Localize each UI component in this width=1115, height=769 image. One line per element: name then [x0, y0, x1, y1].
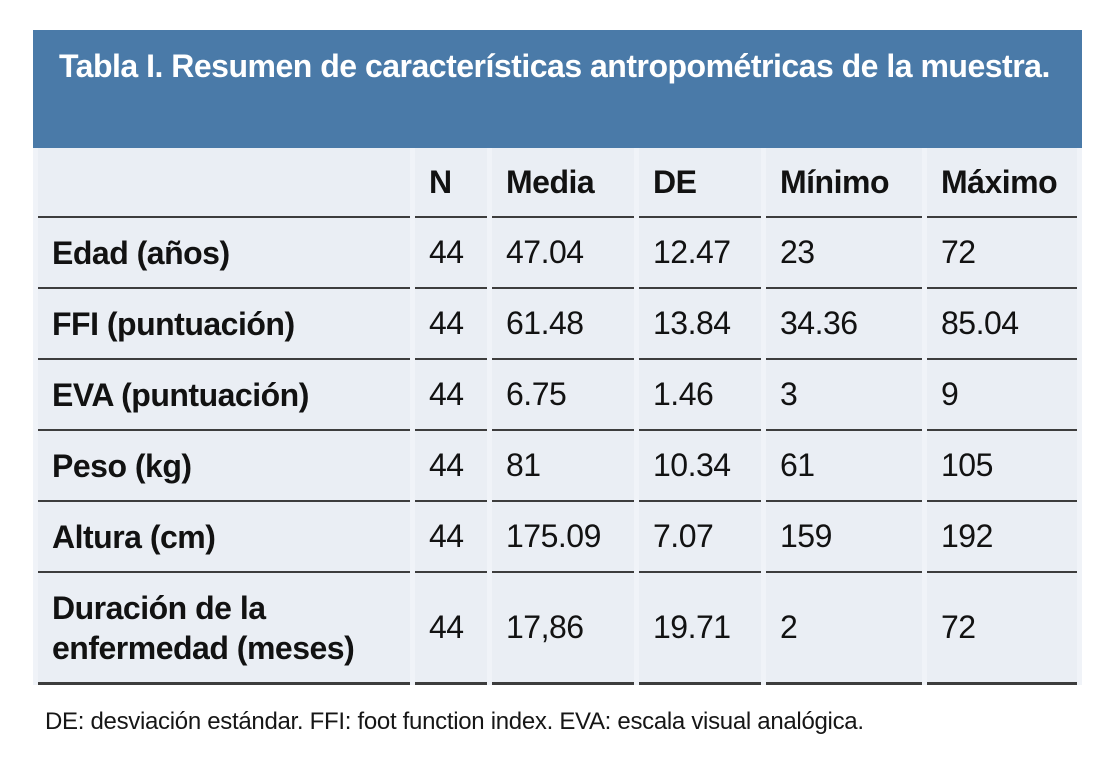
cell-value: 23 [766, 218, 922, 289]
column-header-maximo: Máximo [927, 148, 1077, 218]
table-row-duracion: Duración de la enfermedad (meses) 44 17,… [38, 573, 1077, 685]
cell-value: 44 [415, 573, 487, 685]
cell-value: 44 [415, 360, 487, 431]
cell-value: 72 [927, 218, 1077, 289]
table-row-edad: Edad (años) 44 47.04 12.47 23 72 [38, 218, 1077, 289]
table-row-peso: Peso (kg) 44 81 10.34 61 105 [38, 431, 1077, 502]
cell-value: 34.36 [766, 289, 922, 360]
cell-value: 47.04 [492, 218, 634, 289]
column-header-n: N [415, 148, 487, 218]
table-row-altura: Altura (cm) 44 175.09 7.07 159 192 [38, 502, 1077, 573]
table-row-eva: EVA (puntuación) 44 6.75 1.46 3 9 [38, 360, 1077, 431]
table-footnote: DE: desviación estándar. FFI: foot funct… [45, 708, 864, 735]
cell-value: 72 [927, 573, 1077, 685]
cell-value: 7.07 [639, 502, 761, 573]
anthropometrics-table: N Media DE Mínimo Máximo Edad (años) 44 … [33, 148, 1082, 685]
table-title: Tabla I. Resumen de características antr… [33, 30, 1082, 148]
cell-value: 10.34 [639, 431, 761, 502]
cell-value: 17,86 [492, 573, 634, 685]
cell-value: 13.84 [639, 289, 761, 360]
cell-value: 105 [927, 431, 1077, 502]
cell-value: 175.09 [492, 502, 634, 573]
cell-value: 9 [927, 360, 1077, 431]
cell-value: 81 [492, 431, 634, 502]
column-header-media: Media [492, 148, 634, 218]
cell-value: 192 [927, 502, 1077, 573]
cell-value: 12.47 [639, 218, 761, 289]
cell-value: 85.04 [927, 289, 1077, 360]
cell-value: 44 [415, 431, 487, 502]
cell-value: 3 [766, 360, 922, 431]
row-label: Peso (kg) [38, 431, 410, 502]
header-row: N Media DE Mínimo Máximo [38, 148, 1077, 218]
cell-value: 44 [415, 289, 487, 360]
cell-value: 44 [415, 218, 487, 289]
cell-value: 2 [766, 573, 922, 685]
column-header-de: DE [639, 148, 761, 218]
row-label: Duración de la enfermedad (meses) [38, 573, 410, 685]
column-header-variable [38, 148, 410, 218]
cell-value: 1.46 [639, 360, 761, 431]
table-row-ffi: FFI (puntuación) 44 61.48 13.84 34.36 85… [38, 289, 1077, 360]
row-label: FFI (puntuación) [38, 289, 410, 360]
table-card: Tabla I. Resumen de características antr… [33, 30, 1082, 685]
row-label: EVA (puntuación) [38, 360, 410, 431]
cell-value: 19.71 [639, 573, 761, 685]
cell-value: 61 [766, 431, 922, 502]
column-header-minimo: Mínimo [766, 148, 922, 218]
row-label: Altura (cm) [38, 502, 410, 573]
cell-value: 159 [766, 502, 922, 573]
cell-value: 44 [415, 502, 487, 573]
row-label: Edad (años) [38, 218, 410, 289]
cell-value: 61.48 [492, 289, 634, 360]
cell-value: 6.75 [492, 360, 634, 431]
